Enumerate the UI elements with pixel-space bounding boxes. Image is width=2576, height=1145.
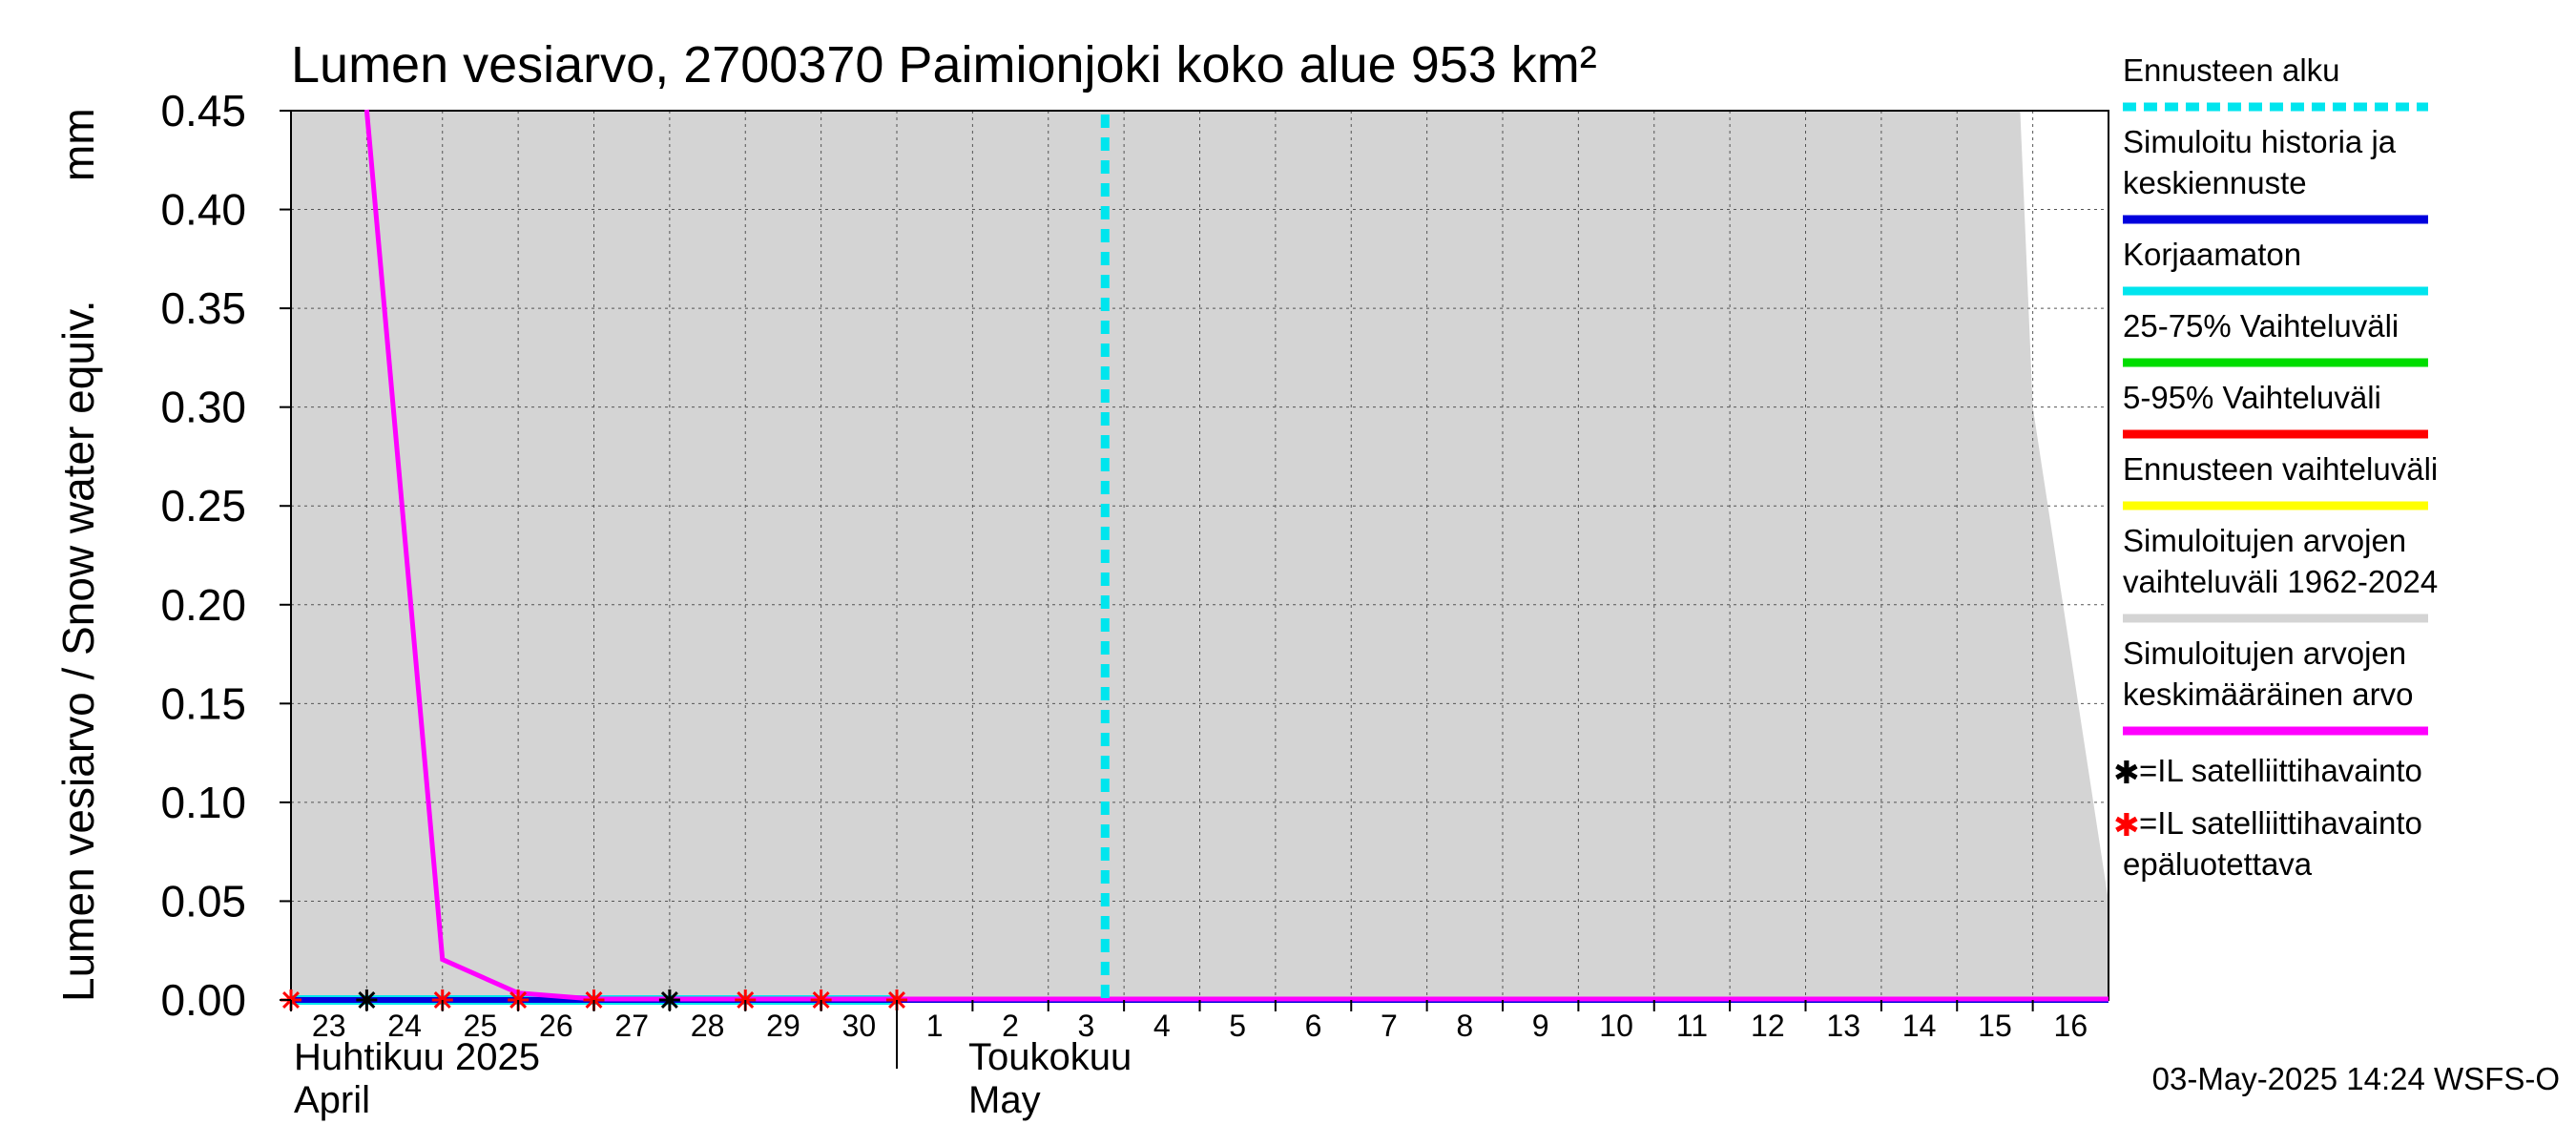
y-tick-label: 0.00 — [160, 975, 246, 1025]
x-tick-label: 11 — [1676, 1009, 1708, 1043]
legend: Ennusteen alku Simuloitu historia ja keski… — [2113, 52, 2438, 882]
legend-label: =IL satelliittihavainto — [2139, 805, 2422, 841]
legend-label: 5-95% Vaihteluväli — [2123, 380, 2381, 415]
x-tick-label: 5 — [1229, 1009, 1246, 1043]
legend-label: Simuloitujen arvojen — [2123, 635, 2406, 671]
x-tick-label: 26 — [539, 1009, 573, 1043]
x-tick-label: 27 — [614, 1009, 649, 1043]
legend-label: Simuloitujen arvojen — [2123, 523, 2406, 558]
x-tick-label: 29 — [766, 1009, 800, 1043]
x-tick-label: 1 — [926, 1009, 944, 1043]
y-tick-label: 0.45 — [160, 86, 246, 135]
legend-entry-3: 25-75% Vaihteluväli — [2123, 308, 2428, 367]
y-tick-label: 0.10 — [160, 778, 246, 827]
asterisk-icon: ✱ — [2113, 807, 2140, 843]
x-tick-label: 12 — [1751, 1009, 1785, 1043]
legend-label: epäluotettava — [2123, 846, 2313, 882]
timestamp-footer: 03-May-2025 14:24 WSFS-O — [2152, 1061, 2560, 1096]
y-axis-label: Lumen vesiarvo / Snow water equiv. — [53, 300, 103, 1002]
asterisk-icon: ✱ — [2113, 755, 2140, 790]
month-label-en: May — [968, 1079, 1041, 1121]
month-label-fi: Toukokuu — [968, 1036, 1132, 1078]
x-tick-label: 10 — [1599, 1009, 1633, 1043]
x-axis-ticks: 23 24 25 26 27 28 29 30 1 2 3 4 5 6 7 8 9 10 11 12 13 14 15 16 — [290, 1000, 2088, 1043]
legend-entry-7: Simuloitujen arvojen keskimääräinen arvo — [2123, 635, 2428, 736]
y-axis-ticks: 0.00 0.05 0.10 0.15 0.20 0.25 0.30 0.35 0.40 0.45 — [160, 86, 291, 1025]
marker-layer — [280, 989, 907, 1010]
x-tick-label: 30 — [842, 1009, 877, 1043]
y-tick-label: 0.25 — [160, 481, 246, 531]
x-tick-label: 16 — [2054, 1009, 2088, 1043]
y-axis-unit: mm — [53, 108, 103, 181]
x-tick-label: 25 — [464, 1009, 498, 1043]
legend-label: Ennusteen alku — [2123, 52, 2340, 88]
x-tick-label: 7 — [1381, 1009, 1398, 1043]
legend-label: =IL satelliittihavainto — [2139, 753, 2422, 788]
x-tick-label: 8 — [1456, 1009, 1473, 1043]
x-tick-label: 28 — [691, 1009, 725, 1043]
legend-entry-2: Korjaamaton — [2123, 237, 2428, 296]
legend-entry-1: Simuloitu historia ja keskiennuste — [2123, 124, 2428, 224]
x-tick-label: 2 — [1002, 1009, 1019, 1043]
legend-label: Simuloitu historia ja — [2123, 124, 2397, 159]
grid-layer — [290, 110, 2109, 1001]
y-tick-label: 0.30 — [160, 383, 246, 432]
y-tick-label: 0.05 — [160, 876, 246, 926]
x-tick-label: 15 — [1978, 1009, 2012, 1043]
y-tick-label: 0.15 — [160, 678, 246, 728]
x-tick-label: 24 — [387, 1009, 422, 1043]
legend-label: Korjaamaton — [2123, 237, 2301, 272]
legend-label: 25-75% Vaihteluväli — [2123, 308, 2399, 344]
month-label-en: April — [294, 1079, 370, 1121]
x-tick-label: 9 — [1532, 1009, 1549, 1043]
legend-entry-6: Simuloitujen arvojen vaihteluväli 1962-20… — [2123, 523, 2438, 623]
x-tick-label: 23 — [312, 1009, 346, 1043]
y-tick-label: 0.35 — [160, 283, 246, 333]
legend-label: keskiennuste — [2123, 165, 2307, 200]
y-tick-label: 0.20 — [160, 580, 246, 630]
legend-label: keskimääräinen arvo — [2123, 677, 2413, 712]
legend-label: Ennusteen vaihteluväli — [2123, 451, 2438, 487]
y-tick-label: 0.40 — [160, 185, 246, 235]
x-tick-label: 14 — [1902, 1009, 1937, 1043]
legend-entry-0: Ennusteen alku — [2123, 52, 2428, 112]
legend-marker-1: ✱ =IL satelliittihavainto epäluotettava — [2113, 805, 2422, 882]
x-tick-label: 6 — [1305, 1009, 1322, 1043]
legend-entry-4: 5-95% Vaihteluväli — [2123, 380, 2428, 439]
legend-marker-0: ✱ =IL satelliittihavainto — [2113, 753, 2422, 790]
x-tick-label: 13 — [1826, 1009, 1860, 1043]
legend-entry-5: Ennusteen vaihteluväli — [2123, 451, 2438, 510]
legend-label: vaihteluväli 1962-2024 — [2123, 564, 2438, 599]
month-label-fi: Huhtikuu 2025 — [294, 1036, 540, 1078]
x-tick-label: 4 — [1153, 1009, 1171, 1043]
x-tick-label: 3 — [1078, 1009, 1095, 1043]
chart-title: Lumen vesiarvo, 2700370 Paimionjoki koko… — [291, 36, 1597, 94]
